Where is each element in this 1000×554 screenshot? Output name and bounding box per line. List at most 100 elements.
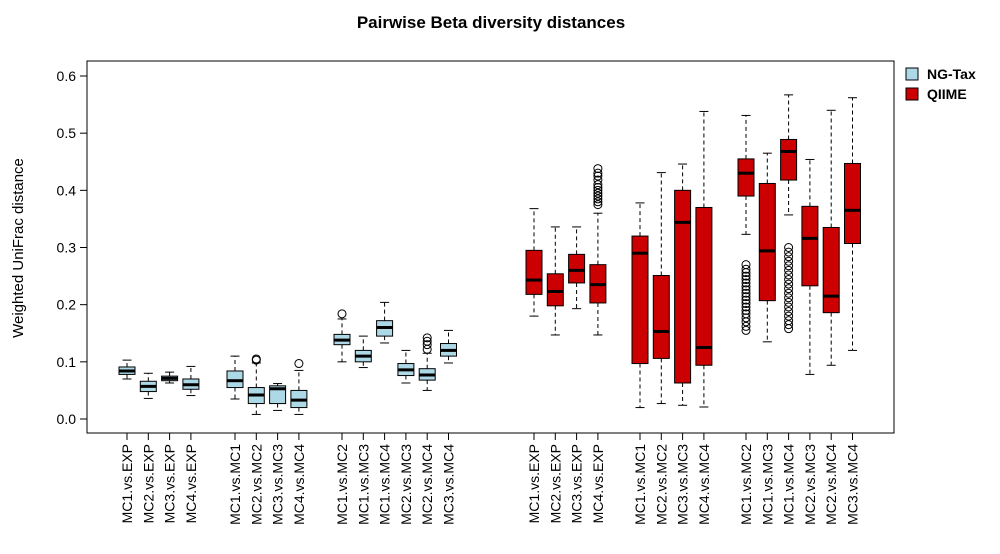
box-qiime-mc3-vs-exp bbox=[568, 226, 586, 310]
outlier-point bbox=[593, 164, 603, 174]
x-tick-label: MC2.vs.MC2 bbox=[248, 444, 264, 525]
outlier-point bbox=[593, 168, 603, 178]
outlier-point bbox=[741, 292, 751, 302]
box-ng-tax-mc2-vs-mc2 bbox=[247, 354, 265, 415]
x-tick-label: MC1.vs.MC3 bbox=[759, 444, 775, 525]
box-qiime-mc3-vs-mc4 bbox=[844, 97, 861, 351]
legend-swatch-qiime bbox=[905, 87, 919, 101]
x-axis: MC1.vs.EXP MC2.vs.EXP MC3.vs.EXP MC4.vs.EXP… bbox=[119, 433, 861, 525]
box-ng-tax-mc3-vs-mc4 bbox=[440, 329, 457, 364]
outlier-point bbox=[593, 171, 603, 181]
x-tick-label: MC4.vs.EXP bbox=[183, 444, 199, 523]
x-tick-label: MC3.vs.EXP bbox=[569, 444, 585, 523]
outlier-point bbox=[784, 288, 794, 298]
outlier-point bbox=[741, 271, 751, 281]
outlier-point bbox=[741, 278, 751, 288]
legend: NG-Tax QIIME bbox=[905, 66, 976, 102]
outlier-point bbox=[741, 281, 751, 291]
iqr-box bbox=[568, 253, 586, 284]
outlier-point bbox=[741, 260, 751, 270]
outlier-point bbox=[422, 344, 432, 354]
x-tick-label: MC1.vs.MC3 bbox=[355, 444, 371, 525]
x-tick-label: MC2.vs.EXP bbox=[140, 444, 156, 523]
box-ng-tax-mc4-vs-mc4 bbox=[290, 359, 308, 415]
outlier-point bbox=[422, 340, 432, 350]
y-tick-label: 0.6 bbox=[57, 68, 77, 84]
iqr-box bbox=[780, 138, 798, 181]
box-ng-tax-mc1-vs-mc2 bbox=[333, 309, 351, 363]
box-qiime-mc1-vs-mc1 bbox=[631, 202, 649, 409]
box-ng-tax-mc1-vs-mc1 bbox=[226, 355, 244, 400]
outlier-point bbox=[784, 243, 794, 252]
outlier-point bbox=[784, 307, 794, 317]
outlier-point bbox=[593, 182, 603, 192]
y-axis: 0.0 0.1 0.2 0.3 0.4 0.5 0.6 bbox=[57, 68, 87, 427]
outlier-point bbox=[784, 247, 794, 257]
x-tick-label: MC1.vs.MC4 bbox=[781, 444, 797, 525]
outlier-point bbox=[784, 252, 794, 262]
outlier-point bbox=[784, 297, 794, 307]
iqr-box bbox=[525, 249, 543, 295]
box-ng-tax-mc1-vs-exp bbox=[118, 359, 136, 380]
x-tick-label: MC1.vs.MC4 bbox=[377, 444, 393, 525]
outlier-point bbox=[741, 295, 751, 305]
x-tick-label: MC1.vs.MC2 bbox=[334, 444, 350, 525]
x-tick-label: MC1.vs.EXP bbox=[119, 444, 135, 523]
x-tick-label: MC1.vs.MC2 bbox=[738, 444, 754, 525]
x-tick-label: MC1.vs.EXP bbox=[526, 444, 542, 523]
box-ng-tax-mc2-vs-mc4 bbox=[418, 333, 436, 391]
iqr-box bbox=[269, 385, 287, 405]
iqr-box bbox=[737, 158, 755, 197]
outlier-point bbox=[593, 185, 603, 195]
outlier-point bbox=[741, 302, 751, 312]
box-ng-tax-mc2-vs-mc3 bbox=[397, 349, 415, 384]
outlier-point bbox=[741, 313, 751, 323]
box-ng-tax-mc2-vs-exp bbox=[139, 372, 157, 399]
x-tick-label: MC4.vs.EXP bbox=[590, 444, 606, 523]
box-ng-tax-mc1-vs-mc4 bbox=[376, 301, 394, 344]
outlier-point bbox=[422, 333, 432, 343]
x-tick-label: MC4.vs.MC4 bbox=[291, 444, 307, 525]
x-tick-label: MC2.vs.MC3 bbox=[398, 444, 414, 525]
box-qiime-mc2-vs-exp bbox=[546, 226, 564, 336]
x-tick-label: MC3.vs.MC3 bbox=[270, 444, 286, 525]
outlier-point bbox=[741, 264, 751, 274]
outlier-point bbox=[784, 256, 794, 266]
y-tick-label: 0.1 bbox=[57, 354, 77, 370]
x-tick-label: MC3.vs.MC3 bbox=[675, 444, 691, 525]
y-tick-label: 0.4 bbox=[57, 182, 77, 198]
iqr-box bbox=[695, 206, 713, 366]
legend-label-ng-tax: NG-Tax bbox=[927, 66, 976, 82]
x-tick-label: MC1.vs.MC1 bbox=[227, 444, 243, 525]
box-qiime-mc3-vs-mc3 bbox=[674, 163, 692, 406]
box-qiime-mc1-vs-mc2 bbox=[737, 114, 755, 335]
x-tick-label: MC4.vs.MC4 bbox=[696, 444, 712, 525]
box-qiime-mc2-vs-mc4 bbox=[822, 109, 840, 366]
outlier-point bbox=[784, 311, 794, 321]
iqr-box bbox=[674, 189, 692, 384]
x-tick-label: MC2.vs.EXP bbox=[547, 444, 563, 523]
x-tick-label: MC3.vs.MC4 bbox=[441, 444, 457, 525]
box-qiime-mc1-vs-mc3 bbox=[758, 152, 776, 343]
box-qiime-mc1-vs-exp bbox=[525, 208, 543, 317]
x-tick-label: MC2.vs.MC4 bbox=[419, 444, 435, 525]
x-tick-label: MC2.vs.MC4 bbox=[823, 444, 839, 525]
y-tick-label: 0.2 bbox=[57, 297, 77, 313]
x-tick-label: MC1.vs.MC1 bbox=[632, 444, 648, 525]
y-tick-label: 0.5 bbox=[57, 125, 77, 141]
box-qiime-mc2-vs-mc2 bbox=[652, 172, 670, 405]
y-axis-label: Weighted UniFrac distance bbox=[10, 158, 27, 338]
outlier-point bbox=[784, 275, 794, 285]
box-qiime-mc2-vs-mc3 bbox=[801, 158, 819, 375]
box-ng-tax-mc4-vs-exp bbox=[182, 365, 200, 397]
outlier-point bbox=[251, 354, 261, 364]
outlier-point bbox=[593, 188, 603, 198]
outlier-point bbox=[593, 200, 603, 210]
outlier-point bbox=[593, 191, 603, 201]
outlier-point bbox=[593, 197, 603, 207]
box-qiime-mc4-vs-mc4 bbox=[695, 110, 713, 408]
box-ng-tax-mc3-vs-exp bbox=[161, 371, 179, 384]
legend-label-qiime: QIIME bbox=[927, 86, 967, 102]
outlier-point bbox=[741, 299, 751, 309]
